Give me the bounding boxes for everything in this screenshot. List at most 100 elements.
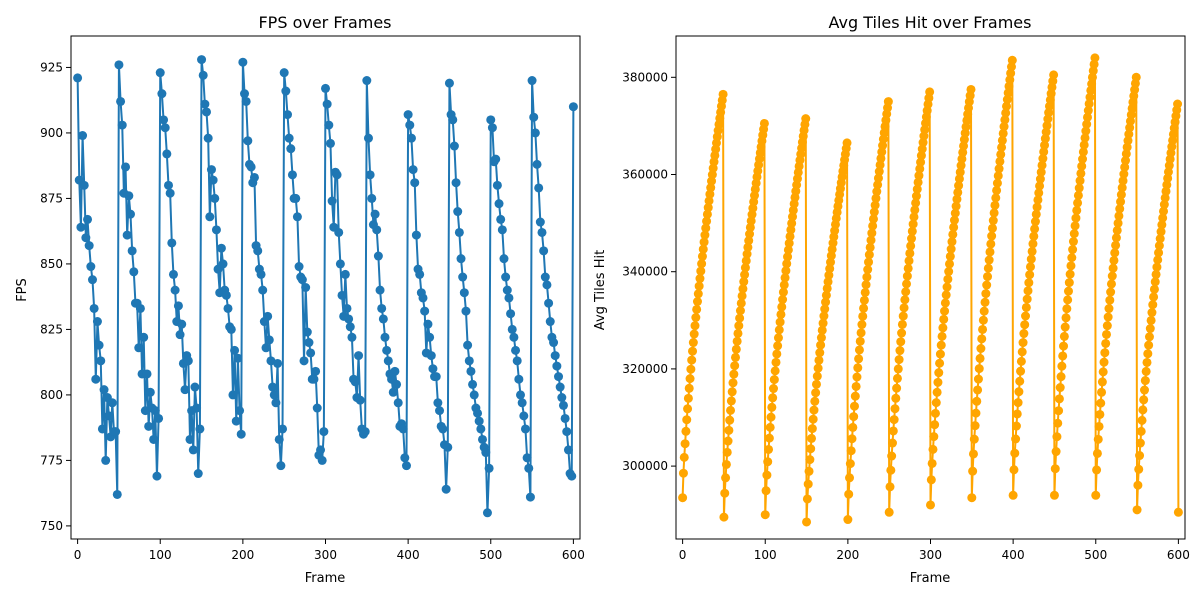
fps-point bbox=[545, 317, 555, 327]
tiles-point bbox=[1040, 140, 1050, 150]
tiles-point bbox=[808, 414, 818, 424]
tiles-point bbox=[720, 488, 730, 498]
fps-point bbox=[557, 393, 567, 403]
tiles-point bbox=[697, 259, 707, 269]
tiles-point bbox=[1015, 376, 1025, 386]
tiles-point bbox=[703, 203, 713, 213]
tiles-point bbox=[931, 398, 941, 408]
tiles-point bbox=[1026, 254, 1036, 264]
fps-point bbox=[568, 102, 578, 112]
tiles-point bbox=[1100, 348, 1110, 358]
fps-point bbox=[544, 298, 554, 308]
tiles-point bbox=[855, 336, 865, 346]
tiles-point bbox=[889, 415, 899, 425]
tiles-point bbox=[1143, 349, 1153, 359]
tiles-point bbox=[1078, 154, 1088, 164]
tiles-point bbox=[743, 242, 753, 252]
fps-point bbox=[294, 262, 304, 272]
fps-point bbox=[382, 345, 392, 355]
tiles-point bbox=[927, 458, 937, 468]
tiles-point bbox=[777, 302, 787, 312]
tiles-point bbox=[1009, 465, 1019, 475]
tiles-point bbox=[770, 366, 780, 376]
tiles-point bbox=[1098, 367, 1108, 377]
tiles-point bbox=[693, 289, 703, 299]
fps-x-tick-label: 400 bbox=[397, 548, 420, 562]
fps-point bbox=[263, 311, 273, 321]
tiles-point bbox=[1151, 269, 1161, 279]
fps-point bbox=[134, 343, 144, 353]
fps-point bbox=[96, 356, 106, 366]
tiles-point bbox=[1116, 190, 1126, 200]
tiles-point bbox=[1147, 308, 1157, 318]
tiles-point bbox=[902, 271, 912, 281]
tiles-point bbox=[903, 263, 913, 273]
fps-point bbox=[91, 374, 101, 384]
tiles-point bbox=[945, 259, 954, 269]
tiles-point bbox=[733, 328, 743, 338]
tiles-point bbox=[1012, 409, 1022, 419]
fps-point bbox=[530, 128, 540, 138]
tiles-point bbox=[1154, 241, 1164, 251]
tiles-point bbox=[868, 214, 878, 224]
tiles-point bbox=[696, 266, 706, 276]
tiles-point bbox=[1022, 294, 1032, 304]
tiles-point bbox=[686, 364, 696, 374]
fps-x-tick-label: 200 bbox=[231, 548, 254, 562]
tiles-point bbox=[892, 383, 902, 393]
tiles-point bbox=[761, 486, 771, 496]
tiles-x-tick-label: 100 bbox=[754, 548, 777, 562]
tiles-point bbox=[1105, 295, 1115, 305]
fps-point bbox=[363, 133, 373, 143]
fps-point bbox=[484, 463, 494, 473]
tiles-point bbox=[1110, 248, 1120, 258]
fps-y-tick-label: 875 bbox=[40, 191, 63, 205]
tiles-point bbox=[782, 259, 792, 269]
tiles-point bbox=[1092, 465, 1102, 475]
fps-point bbox=[408, 165, 418, 175]
tiles-point bbox=[819, 311, 829, 321]
fps-point bbox=[454, 227, 464, 237]
tiles-point bbox=[692, 304, 702, 314]
fps-point bbox=[494, 199, 504, 209]
tiles-point bbox=[973, 385, 983, 395]
tiles-point bbox=[998, 128, 1008, 138]
tiles-point bbox=[721, 459, 731, 469]
fps-point bbox=[302, 327, 312, 337]
fps-point bbox=[464, 356, 474, 366]
tiles-x-tick-label: 600 bbox=[1167, 548, 1190, 562]
tiles-point bbox=[953, 187, 963, 197]
tiles-point bbox=[1142, 357, 1152, 367]
fps-point bbox=[94, 340, 104, 350]
tiles-point bbox=[1031, 209, 1041, 219]
tiles-point bbox=[1002, 101, 1012, 111]
tiles-point bbox=[760, 510, 770, 520]
tiles-point bbox=[1059, 341, 1069, 351]
fps-point bbox=[398, 424, 408, 434]
tiles-point bbox=[933, 377, 943, 387]
fps-point bbox=[535, 217, 545, 227]
tiles-point bbox=[1077, 161, 1087, 171]
fps-point bbox=[322, 99, 332, 109]
tiles-x-tick-label: 300 bbox=[919, 548, 942, 562]
tiles-point bbox=[946, 244, 956, 254]
fps-point bbox=[337, 290, 347, 300]
tiles-point bbox=[1092, 448, 1102, 458]
tiles-point bbox=[1073, 198, 1083, 208]
tiles-point bbox=[722, 447, 732, 457]
tiles-point bbox=[721, 473, 731, 483]
fps-point bbox=[316, 445, 326, 455]
tiles-point bbox=[861, 280, 871, 290]
tiles-point bbox=[1106, 287, 1116, 297]
tiles-point bbox=[883, 97, 893, 107]
tiles-point bbox=[739, 277, 749, 287]
tiles-point bbox=[734, 321, 744, 331]
fps-y-tick-label: 825 bbox=[40, 322, 63, 336]
fps-x-tick-label: 300 bbox=[314, 548, 337, 562]
tiles-point bbox=[780, 273, 790, 283]
tiles-x-tick-label: 400 bbox=[1002, 548, 1025, 562]
tiles-point bbox=[737, 291, 747, 301]
tiles-point bbox=[944, 267, 954, 277]
tiles-point bbox=[778, 287, 788, 297]
tiles-point bbox=[858, 311, 868, 321]
